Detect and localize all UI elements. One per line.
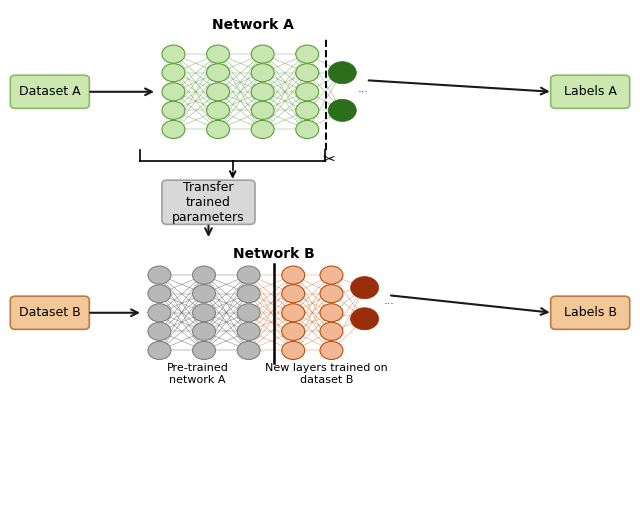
- Circle shape: [162, 120, 185, 138]
- Circle shape: [296, 102, 319, 119]
- Text: Dataset B: Dataset B: [19, 306, 81, 319]
- Circle shape: [148, 341, 171, 360]
- Circle shape: [328, 62, 356, 84]
- Text: Labels B: Labels B: [564, 306, 617, 319]
- Text: Dataset A: Dataset A: [19, 85, 81, 98]
- Circle shape: [296, 45, 319, 63]
- Circle shape: [237, 285, 260, 302]
- Circle shape: [320, 266, 343, 284]
- FancyBboxPatch shape: [550, 75, 630, 109]
- Circle shape: [282, 266, 305, 284]
- Circle shape: [282, 322, 305, 340]
- Circle shape: [251, 83, 274, 101]
- Circle shape: [320, 341, 343, 360]
- Circle shape: [296, 120, 319, 138]
- Circle shape: [207, 83, 230, 101]
- Circle shape: [162, 64, 185, 82]
- Circle shape: [207, 120, 230, 138]
- Circle shape: [148, 322, 171, 340]
- Circle shape: [296, 64, 319, 82]
- Circle shape: [193, 304, 216, 322]
- Text: Network B: Network B: [233, 247, 315, 261]
- Circle shape: [237, 341, 260, 360]
- Circle shape: [320, 304, 343, 322]
- Circle shape: [251, 102, 274, 119]
- Circle shape: [162, 102, 185, 119]
- Circle shape: [351, 308, 379, 330]
- FancyBboxPatch shape: [162, 180, 255, 224]
- Circle shape: [251, 120, 274, 138]
- Text: ···: ···: [383, 299, 394, 309]
- Circle shape: [320, 322, 343, 340]
- Text: ✂: ✂: [323, 152, 335, 167]
- Circle shape: [207, 102, 230, 119]
- Text: Transfer
trained
parameters: Transfer trained parameters: [172, 181, 244, 224]
- Circle shape: [237, 304, 260, 322]
- Circle shape: [328, 99, 356, 121]
- Circle shape: [207, 64, 230, 82]
- Circle shape: [251, 64, 274, 82]
- Circle shape: [251, 45, 274, 63]
- Circle shape: [148, 304, 171, 322]
- Text: Pre-trained
network A: Pre-trained network A: [166, 363, 228, 385]
- Circle shape: [193, 322, 216, 340]
- Circle shape: [193, 266, 216, 284]
- Circle shape: [193, 285, 216, 302]
- FancyBboxPatch shape: [10, 296, 90, 329]
- Text: ···: ···: [358, 87, 369, 97]
- Text: New layers trained on
dataset B: New layers trained on dataset B: [265, 363, 388, 385]
- Circle shape: [148, 266, 171, 284]
- Circle shape: [148, 285, 171, 302]
- FancyBboxPatch shape: [550, 296, 630, 329]
- Text: Network A: Network A: [212, 19, 294, 32]
- Circle shape: [320, 285, 343, 302]
- Circle shape: [193, 341, 216, 360]
- Circle shape: [351, 277, 379, 298]
- Circle shape: [207, 45, 230, 63]
- Circle shape: [282, 285, 305, 302]
- Circle shape: [162, 45, 185, 63]
- Circle shape: [162, 83, 185, 101]
- Circle shape: [296, 83, 319, 101]
- Circle shape: [282, 304, 305, 322]
- Text: Labels A: Labels A: [564, 85, 616, 98]
- FancyBboxPatch shape: [10, 75, 90, 109]
- Circle shape: [282, 341, 305, 360]
- Circle shape: [237, 322, 260, 340]
- Circle shape: [237, 266, 260, 284]
